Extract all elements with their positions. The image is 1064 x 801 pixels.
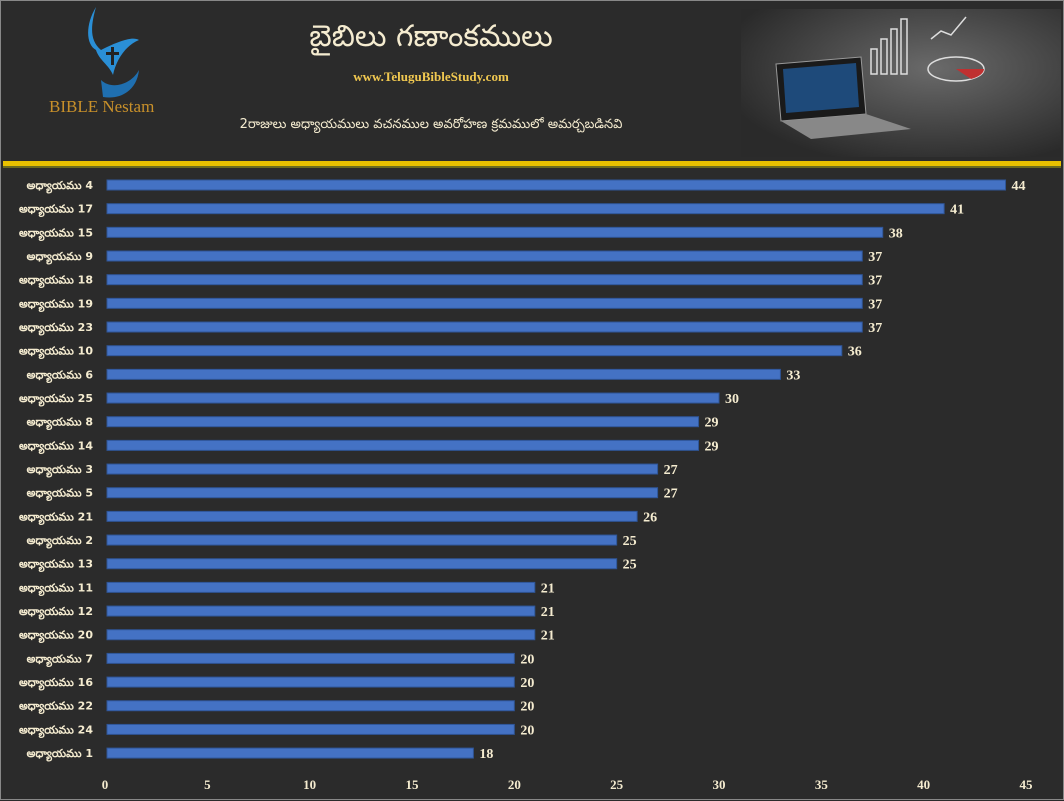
category-label: అధ్యాయము 20 [19, 629, 93, 644]
bible-nestam-logo [88, 7, 139, 98]
bar [106, 345, 843, 357]
data-label: 41 [950, 203, 964, 218]
data-label: 21 [541, 581, 555, 596]
bar [106, 250, 863, 262]
bar [106, 605, 536, 617]
x-tick-label: 0 [102, 777, 109, 792]
data-label: 33 [786, 368, 800, 383]
x-tick-label: 10 [303, 777, 316, 792]
category-label: అధ్యాయము 10 [19, 345, 93, 360]
data-label: 26 [643, 510, 657, 525]
data-label: 21 [541, 605, 555, 620]
data-label: 29 [705, 416, 719, 431]
category-label: అధ్యాయము 7 [27, 652, 93, 667]
category-label: అధ్యాయము 25 [19, 392, 93, 407]
category-label: అధ్యాయము 2 [27, 534, 93, 549]
data-label: 37 [868, 274, 882, 289]
bar [106, 700, 515, 712]
data-label: 44 [1012, 179, 1026, 194]
bar [106, 652, 515, 664]
data-label: 20 [520, 700, 534, 715]
bar [106, 297, 863, 309]
data-label: 38 [889, 226, 903, 241]
data-label: 30 [725, 392, 739, 407]
chart-subtitle: 2రాజులు అధ్యాయములు వచనముల అవరోహణ క్రమముల… [239, 117, 623, 132]
x-tick-label: 40 [917, 777, 930, 792]
logo-text: BIBLE Nestam [49, 97, 155, 116]
data-label: 20 [520, 652, 534, 667]
category-label: అధ్యాయము 22 [19, 700, 93, 715]
bar [106, 581, 536, 593]
bar [106, 392, 720, 404]
category-label: అధ్యాయము 17 [19, 203, 93, 218]
category-label: అధ్యాయము 6 [27, 368, 94, 383]
x-tick-label: 30 [713, 777, 726, 792]
bar [106, 463, 659, 475]
category-label: అధ్యాయము 23 [19, 321, 93, 336]
x-tick-label: 45 [1020, 777, 1034, 792]
data-label: 25 [623, 558, 637, 573]
category-label: అధ్యాయము 24 [19, 723, 93, 738]
data-label: 21 [541, 629, 555, 644]
category-label: అధ్యాయము 19 [19, 297, 93, 312]
category-label: అధ్యాయము 13 [19, 558, 93, 573]
category-label: అధ్యాయము 5 [27, 487, 93, 502]
page-title: బైబిలు గణాంకములు [309, 19, 553, 54]
bar [106, 629, 536, 641]
data-label: 36 [848, 345, 862, 360]
bar [106, 723, 515, 735]
data-label: 37 [868, 321, 882, 336]
x-tick-label: 5 [204, 777, 211, 792]
category-label: అధ్యాయము 12 [19, 605, 93, 620]
bar [106, 510, 638, 522]
bar [106, 321, 863, 333]
data-label: 27 [664, 463, 678, 478]
bar [106, 416, 700, 428]
data-label: 20 [520, 676, 534, 691]
bar [106, 226, 884, 238]
x-tick-label: 20 [508, 777, 521, 792]
category-label: అధ్యాయము 15 [19, 226, 93, 241]
category-label: అధ్యాయము 9 [27, 250, 93, 265]
category-label: అధ్యాయము 11 [19, 581, 93, 596]
bar [106, 676, 515, 688]
data-label: 37 [868, 297, 882, 312]
category-label: అధ్యాయము 3 [27, 463, 93, 478]
bar [106, 274, 863, 286]
data-label: 25 [623, 534, 637, 549]
category-label: అధ్యాయము 18 [19, 274, 93, 289]
data-label: 18 [479, 747, 493, 762]
bar [106, 439, 700, 451]
bar [106, 534, 618, 546]
bar [106, 487, 659, 499]
category-label: అధ్యాయము 4 [27, 179, 94, 194]
category-label: అధ్యాయము 14 [19, 439, 93, 454]
x-tick-label: 35 [815, 777, 829, 792]
x-tick-label: 15 [406, 777, 420, 792]
x-tick-label: 25 [610, 777, 624, 792]
bar [106, 558, 618, 570]
bar [106, 368, 781, 380]
bar [106, 203, 945, 215]
data-label: 27 [664, 487, 678, 502]
category-label: అధ్యాయము 21 [19, 510, 93, 525]
website-link[interactable]: www.TeluguBibleStudy.com [353, 69, 509, 84]
gold-divider [3, 161, 1061, 168]
data-label: 29 [705, 439, 719, 454]
data-label: 20 [520, 723, 534, 738]
category-label: అధ్యాయము 16 [19, 676, 93, 691]
category-label: అధ్యాయము 1 [27, 747, 93, 762]
category-label: అధ్యాయము 8 [27, 416, 93, 431]
data-label: 37 [868, 250, 882, 265]
laptop-chart-photo [741, 9, 1061, 157]
bar [106, 179, 1007, 191]
bar [106, 747, 474, 759]
